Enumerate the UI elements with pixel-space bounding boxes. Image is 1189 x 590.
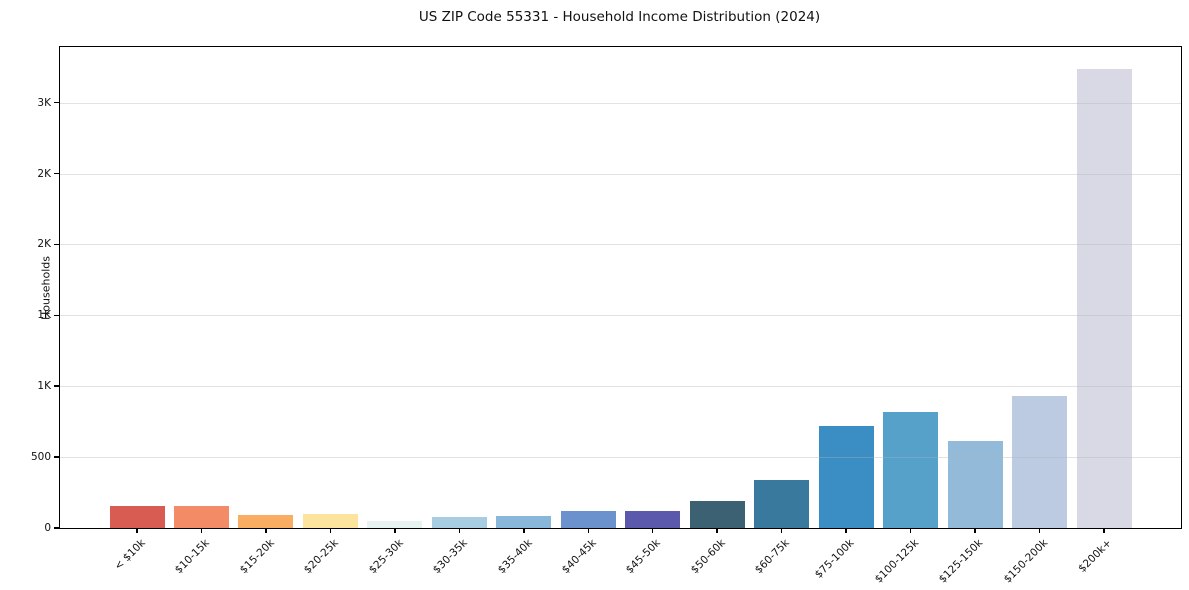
x-tick-mark	[909, 528, 912, 533]
bar-$45-50k	[625, 511, 681, 528]
gridline	[60, 457, 1181, 459]
x-tick-mark	[394, 528, 396, 533]
y-tick-label: 500	[30, 451, 51, 464]
x-tick-mark	[716, 528, 718, 533]
y-tick-label: 1K	[37, 380, 51, 393]
y-tick-label: 3K	[37, 96, 51, 109]
y-tick-label: 1K	[37, 309, 51, 322]
x-tick-mark	[974, 528, 976, 533]
x-tick-label: < $10k	[111, 537, 148, 573]
x-tick-label: $15-20k	[237, 537, 277, 577]
x-tick-mark	[1103, 528, 1105, 533]
y-tick-mark	[54, 314, 59, 317]
bar-$50-60k	[689, 501, 745, 528]
y-tick-mark	[54, 101, 59, 104]
x-tick-mark	[136, 528, 138, 533]
x-tick-mark	[780, 528, 783, 533]
y-tick-mark	[54, 456, 59, 458]
y-tick-label: 2K	[37, 167, 51, 180]
gridline	[60, 173, 1181, 175]
x-tick-label: $10-15k	[172, 537, 212, 577]
bar-$40-45k	[560, 511, 616, 528]
plot-area: Households 0 500 1K 1K 2K 2K 3K < $10k $10-15k $…	[31, 46, 1182, 586]
y-tick-mark	[54, 172, 59, 175]
x-tick-label: $75-100k	[812, 537, 857, 581]
y-tick-mark	[54, 527, 59, 529]
x-tick-mark	[458, 528, 461, 533]
y-tick-label: 0	[44, 522, 51, 534]
x-tick-label: $50-60k	[688, 537, 728, 577]
bar-$35-40k	[496, 515, 552, 528]
bar-$20-25k	[302, 513, 358, 528]
x-tick-label: $200k+	[1076, 537, 1115, 575]
x-tick-mark	[523, 528, 525, 533]
bar-$30-35k	[431, 517, 487, 528]
x-tick-mark	[845, 528, 847, 533]
bar-$60-75k	[754, 480, 810, 528]
x-tick-mark	[587, 528, 590, 533]
bar-$125-150k	[947, 440, 1003, 528]
gridline	[60, 315, 1181, 317]
x-tick-label: $150-200k	[1001, 537, 1051, 586]
y-tick-mark	[54, 243, 59, 246]
x-tick-label: $60-75k	[753, 537, 793, 577]
x-tick-mark	[651, 528, 654, 533]
bar-$75-100k	[818, 426, 874, 528]
x-tick-label: $30-35k	[430, 537, 470, 577]
bar-$150-200k	[1012, 395, 1068, 528]
chart-title: US ZIP Code 55331 - Household Income Dis…	[418, 9, 821, 25]
x-tick-mark	[329, 528, 332, 533]
x-tick-label: $25-30k	[366, 537, 406, 577]
x-tick-label: $35-40k	[495, 537, 535, 577]
gridline	[60, 244, 1181, 246]
x-tick-label: $20-25k	[301, 537, 341, 577]
x-tick-mark	[200, 528, 203, 533]
x-tick-mark	[265, 528, 267, 533]
y-tick-mark	[54, 385, 59, 387]
x-tick-label: $125-150k	[937, 537, 986, 586]
bar-$100-125k	[883, 412, 939, 528]
bar-< $10k	[109, 505, 165, 528]
gridline	[60, 386, 1181, 388]
gridline	[60, 102, 1181, 104]
bar-$15-20k	[238, 514, 294, 528]
x-tick-label: $45-50k	[624, 537, 664, 577]
bar-$200k+	[1076, 69, 1132, 528]
x-tick-mark	[1038, 528, 1041, 533]
x-tick-label: $40-45k	[559, 537, 599, 577]
bar-$10-15k	[173, 506, 229, 528]
bar-$25-30k	[367, 520, 423, 528]
y-tick-label: 2K	[37, 238, 51, 251]
x-tick-label: $100-125k	[872, 537, 922, 586]
